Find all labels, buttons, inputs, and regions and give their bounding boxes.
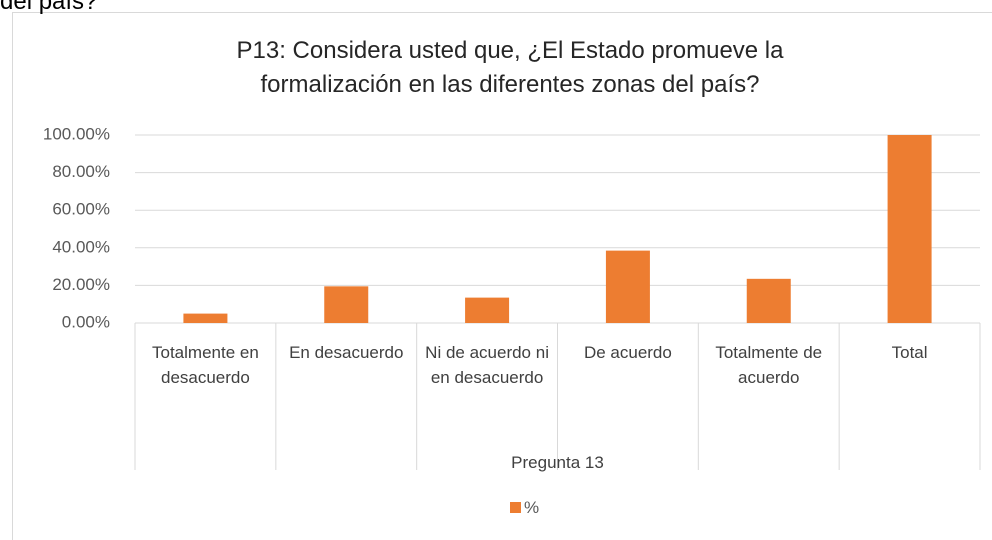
bar	[746, 278, 791, 323]
bar	[605, 250, 650, 323]
x-tick-label: En desacuerdo	[289, 343, 404, 362]
y-tick-label: 60.00%	[52, 200, 110, 219]
y-tick-label: 0.00%	[62, 312, 110, 331]
x-tick-label: Totalmente de acuerdo	[715, 343, 823, 387]
y-tick-label: 40.00%	[52, 237, 110, 256]
x-tick-label: De acuerdo	[583, 343, 672, 362]
legend-label: %	[524, 498, 540, 517]
x-tick-label: Ni de acuerdo ni en desacuerdo	[425, 343, 549, 387]
bar	[324, 286, 369, 323]
x-tick-label: Total	[891, 343, 928, 362]
x-tick-label: Totalmente en desacuerdo	[152, 343, 259, 387]
y-tick-label: 100.00%	[43, 124, 110, 143]
legend-swatch	[510, 502, 521, 513]
x-axis-title: Pregunta 13	[511, 453, 604, 472]
chart-title: P13: Considera usted que, ¿El Estado pro…	[236, 37, 784, 98]
chart-frame	[12, 12, 992, 540]
page-fragment: del país?	[0, 0, 98, 15]
bar	[183, 313, 228, 323]
y-tick-label: 20.00%	[52, 275, 110, 294]
bar	[887, 135, 932, 323]
y-tick-label: 80.00%	[52, 162, 110, 181]
bar	[465, 297, 510, 323]
